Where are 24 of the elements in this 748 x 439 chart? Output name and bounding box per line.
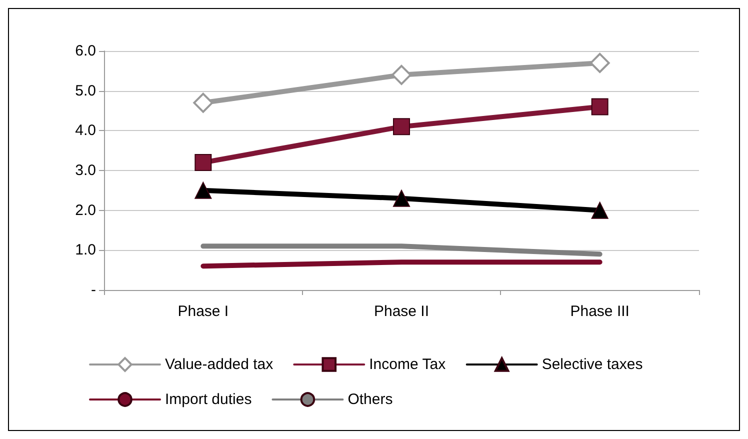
y-tick-label: 2.0 (75, 202, 96, 219)
point (194, 182, 212, 199)
x-tick-label: Phase III (570, 303, 630, 320)
point (591, 202, 608, 219)
point (591, 98, 608, 116)
legend-label: Import duties (165, 391, 252, 408)
legend-label: Selective taxes (542, 356, 643, 373)
x-tick-label: Phase I (178, 303, 229, 320)
x-tick-label: Phase II (374, 303, 430, 320)
point (393, 118, 410, 136)
point (392, 64, 412, 85)
legend-label: Others (348, 391, 393, 408)
point (193, 92, 214, 113)
legend-label: Income Tax (369, 356, 446, 373)
y-tick-label: 5.0 (75, 82, 96, 100)
y-tick-label: - (91, 282, 96, 298)
y-tick-label: 1.0 (75, 242, 96, 259)
point (393, 190, 410, 207)
y-tick-label: 6.0 (75, 42, 96, 60)
y-tick-label: 3.0 (75, 162, 96, 179)
legend-label: Value-added tax (165, 356, 274, 373)
point (590, 52, 610, 73)
y-tick-label: 4.0 (75, 122, 96, 140)
point (194, 154, 212, 172)
